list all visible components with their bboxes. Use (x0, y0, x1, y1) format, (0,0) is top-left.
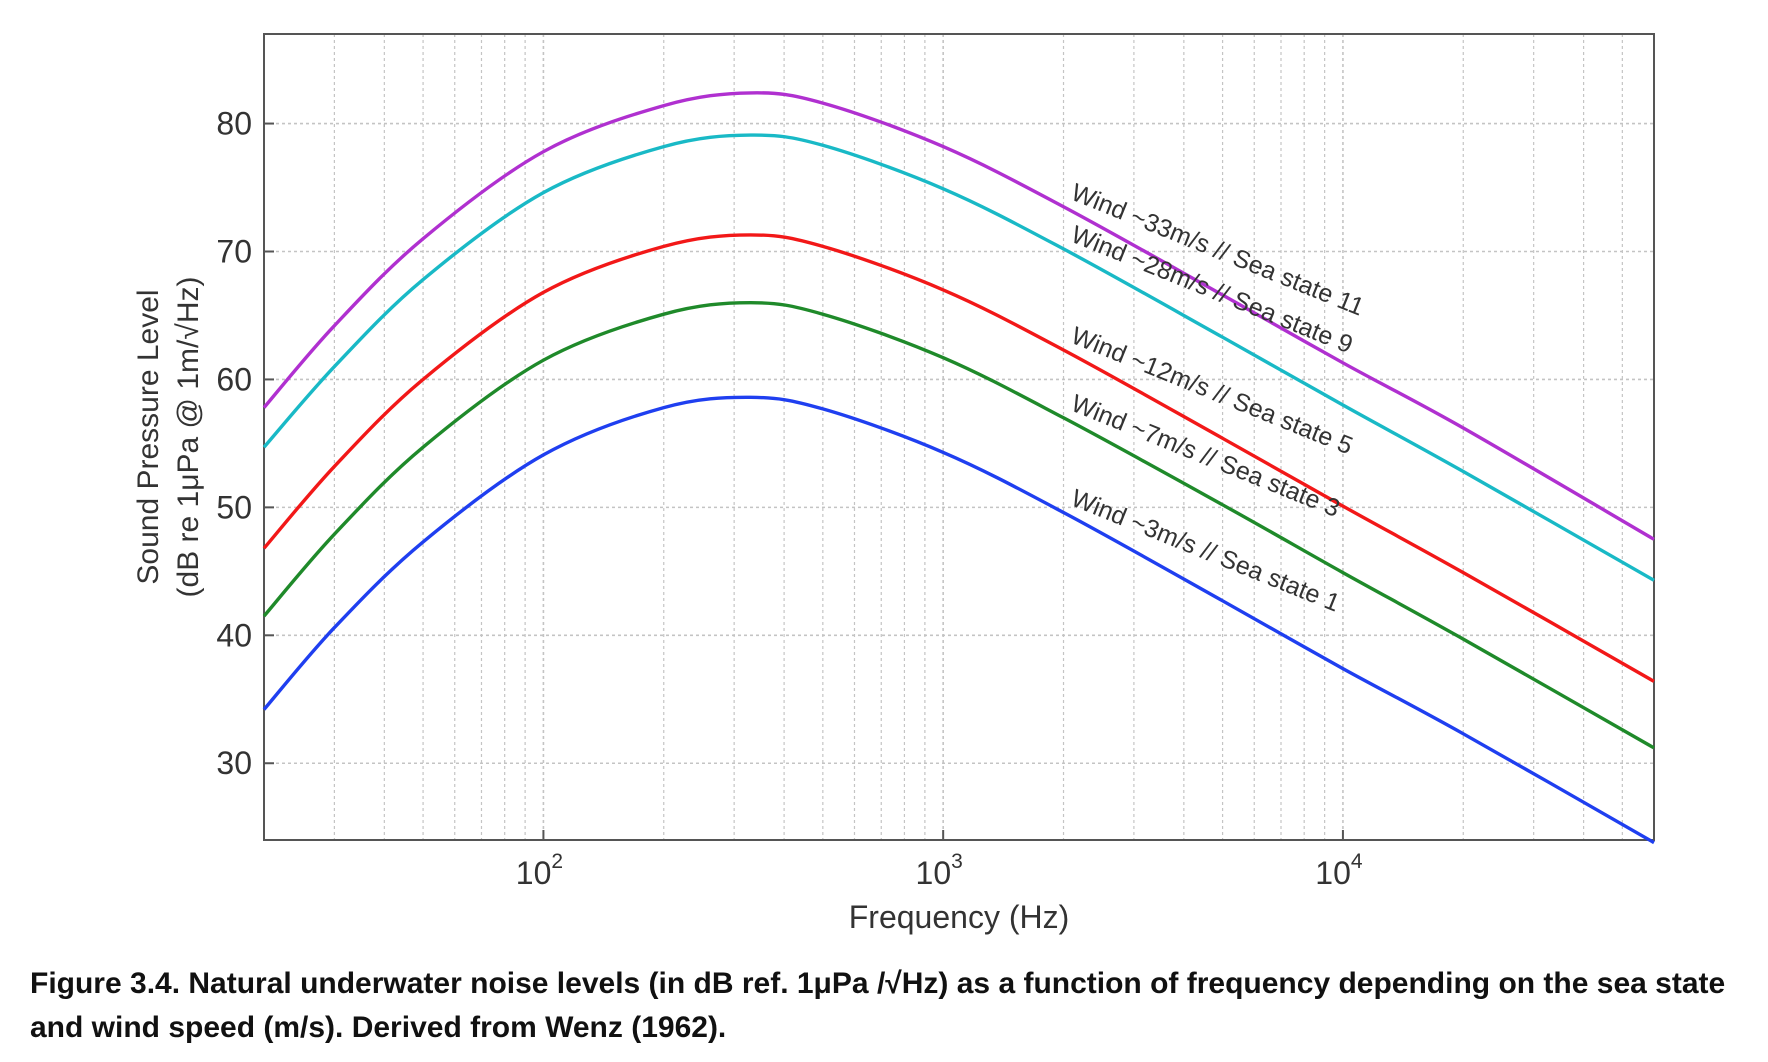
y-axis-label-line1: Sound Pressure Level (132, 289, 165, 584)
noise-chart: 30 40 50 60 70 80 102 103 104 Wind ~33m/s // Sea… (132, 33, 1655, 935)
series-line (262, 133, 1655, 582)
series-line (262, 91, 1655, 541)
series-lines (262, 91, 1655, 845)
y-tick-label: 40 (216, 617, 252, 653)
y-tick-label: 70 (216, 233, 252, 269)
y-tick-label: 30 (216, 745, 252, 781)
y-tick-label: 60 (216, 361, 252, 397)
x-tick-label: 103 (916, 850, 963, 891)
series-line (262, 233, 1655, 683)
x-tick-label: 104 (1315, 850, 1363, 891)
plot-frame (263, 33, 1655, 841)
figure-caption: Figure 3.4. Natural underwater noise lev… (30, 967, 1726, 1044)
x-axis-label: Frequency (Hz) (849, 899, 1070, 935)
y-axis-label-line2: (dB re 1μPa @ 1m/√Hz) (172, 277, 205, 598)
series-line (262, 300, 1655, 750)
y-tick-label: 80 (216, 106, 252, 142)
y-tick-label: 50 (216, 489, 252, 525)
grid (263, 34, 1655, 840)
series-line (262, 395, 1655, 845)
axis-ticks: 30 40 50 60 70 80 102 103 104 (216, 106, 1362, 891)
x-tick-label: 102 (516, 850, 563, 891)
